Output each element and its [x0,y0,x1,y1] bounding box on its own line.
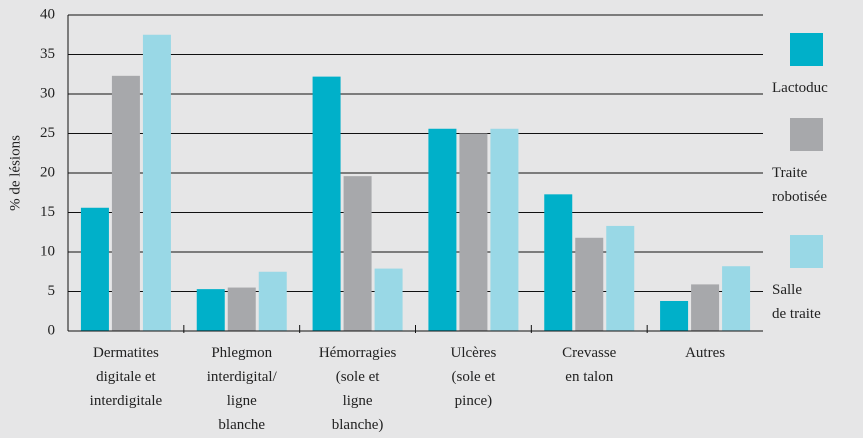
bar [258,271,287,331]
y-tick-label: 15 [40,204,55,220]
x-tick-label: Hémorragies (sole et ligne blanche) [319,345,397,433]
bar [691,284,720,331]
bar [343,176,372,331]
x-tick-label: Ulcères (sole et pince) [451,345,497,409]
legend-swatch [790,33,823,66]
legend-label: Salle de traite [772,282,821,322]
bar [196,289,225,331]
x-tick-label: Phlegmon interdigital/ligne blanche [207,345,278,433]
y-tick-label: 40 [40,6,55,22]
y-tick-label: 5 [48,283,56,299]
bar [606,225,635,331]
legend-swatch [790,235,823,268]
bar [490,128,519,331]
bar [374,268,403,331]
bar [575,237,604,331]
bar [111,75,140,331]
y-tick-label: 20 [40,164,55,180]
bar [544,194,573,331]
y-tick-label: 0 [48,322,56,338]
bar [428,128,457,331]
legend-label: Traite robotisée [772,165,827,205]
bar [722,266,751,331]
bar [459,133,488,331]
bar [227,287,256,331]
legend-label: Lactoduc [772,80,828,96]
x-tick-label: Crevasse en talon [562,345,616,385]
y-axis-title: % de lésions [7,135,23,211]
y-tick-label: 35 [40,46,55,62]
bar [660,300,689,331]
legend-swatch [790,118,823,151]
x-tick-label: Autres [685,345,725,361]
y-tick-label: 30 [40,85,55,101]
y-tick-label: 25 [40,125,55,141]
bar [142,34,171,331]
y-tick-label: 10 [40,243,55,259]
bar [80,207,109,331]
x-tick-label: Dermatites digitale et interdigitale [90,345,163,409]
bar [312,76,341,332]
